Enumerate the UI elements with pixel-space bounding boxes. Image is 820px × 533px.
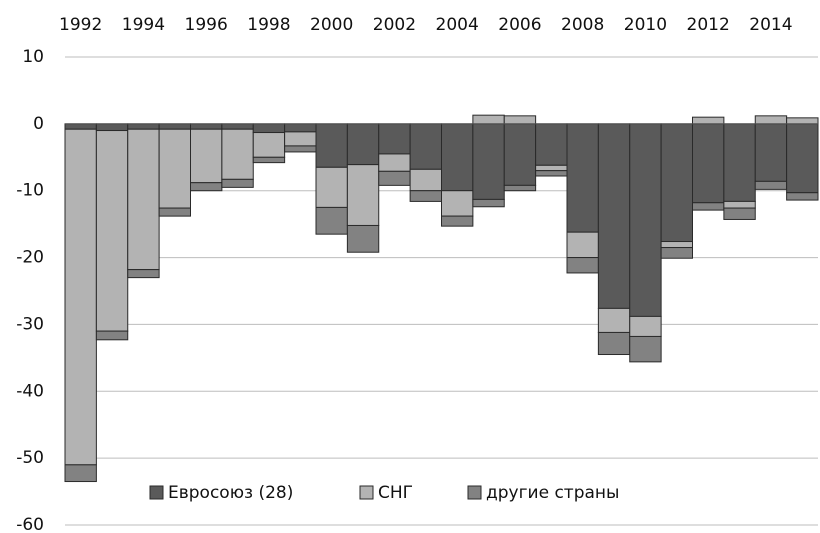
bar: [786, 123, 819, 194]
bar: [409, 168, 442, 192]
bar: [221, 178, 254, 188]
bar: [723, 123, 756, 202]
bar: [127, 128, 160, 271]
bar: [566, 123, 599, 233]
bar: [315, 206, 348, 235]
bar: [95, 330, 129, 341]
legend-label: Евросоюз (28): [168, 483, 293, 503]
bar: [158, 207, 191, 217]
x-tick-label: 1996: [185, 15, 228, 35]
bar: [158, 123, 191, 130]
legend-label: другие страны: [486, 483, 619, 503]
bar: [158, 128, 191, 209]
bar: [472, 198, 505, 208]
y-tick-label: 0: [33, 114, 44, 134]
bar: [252, 156, 286, 164]
bar: [597, 307, 631, 333]
bar: [221, 128, 254, 180]
bar: [284, 145, 317, 153]
bar: [629, 335, 662, 363]
y-tick-label: 10: [22, 47, 44, 67]
x-tick-label: 1998: [247, 15, 290, 35]
bar: [64, 128, 97, 466]
y-tick-label: -40: [16, 381, 44, 401]
bar: [472, 123, 505, 200]
bar: [190, 123, 223, 130]
bar: [190, 128, 223, 184]
y-tick-label: -50: [16, 448, 44, 468]
x-tick-label: 1992: [59, 15, 102, 35]
y-tick-label: -10: [16, 181, 44, 201]
y-tick-label: -60: [16, 515, 44, 533]
bar: [441, 215, 474, 227]
bar: [660, 123, 693, 243]
bar: [95, 130, 129, 332]
bar: [692, 116, 725, 125]
x-tick-label: 2000: [310, 15, 353, 35]
bar: [284, 123, 317, 133]
bar: [221, 123, 254, 130]
x-tick-label: 2002: [373, 15, 416, 35]
legend-label: СНГ: [378, 483, 413, 503]
bar: [315, 123, 348, 168]
bar: [503, 123, 537, 186]
bar: [754, 115, 788, 125]
bar: [64, 464, 97, 483]
bar: [629, 123, 662, 317]
bar: [346, 164, 380, 226]
bar: [597, 331, 631, 356]
bar: [566, 231, 599, 259]
bar: [503, 115, 537, 125]
bar: [378, 170, 411, 186]
bar: [284, 131, 317, 147]
bar: [503, 184, 537, 192]
bar: [692, 202, 725, 211]
bar: [723, 207, 756, 220]
bar: [723, 200, 756, 209]
bar: [535, 164, 568, 172]
legend-swatch: [149, 485, 164, 500]
bar: [409, 190, 442, 202]
bar: [64, 123, 97, 130]
y-tick-label: -30: [16, 314, 44, 334]
x-tick-label: 2008: [561, 15, 604, 35]
bar: [441, 123, 474, 192]
bar: [535, 170, 568, 177]
bar: [378, 153, 411, 172]
bar: [315, 166, 348, 208]
x-tick-label: 1994: [122, 15, 165, 35]
bar: [346, 123, 380, 166]
bar: [346, 224, 380, 253]
x-tick-label: 2010: [624, 15, 667, 35]
bar: [786, 192, 819, 201]
bar: [378, 123, 411, 155]
bar: [754, 123, 788, 182]
bar: [95, 123, 129, 132]
bar: [660, 247, 693, 259]
bar: [629, 315, 662, 337]
bar: [127, 123, 160, 130]
bar: [786, 117, 819, 125]
x-tick-label: 2012: [687, 15, 730, 35]
bar: [660, 241, 693, 249]
y-tick-label: -20: [16, 248, 44, 268]
bar: [472, 114, 505, 125]
bar: [754, 180, 788, 190]
bar: [566, 257, 599, 274]
bar: [441, 190, 474, 217]
x-tick-label: 2006: [498, 15, 541, 35]
bar: [692, 123, 725, 204]
legend-swatch: [467, 485, 482, 500]
bar: [190, 182, 223, 192]
bar: [597, 123, 631, 309]
bar: [535, 123, 568, 166]
bar: [252, 132, 286, 158]
legend-swatch: [359, 485, 374, 500]
bar: [252, 123, 286, 134]
bar: [127, 269, 160, 279]
bar: [409, 123, 442, 170]
x-tick-label: 2004: [436, 15, 479, 35]
x-tick-label: 2014: [749, 15, 792, 35]
